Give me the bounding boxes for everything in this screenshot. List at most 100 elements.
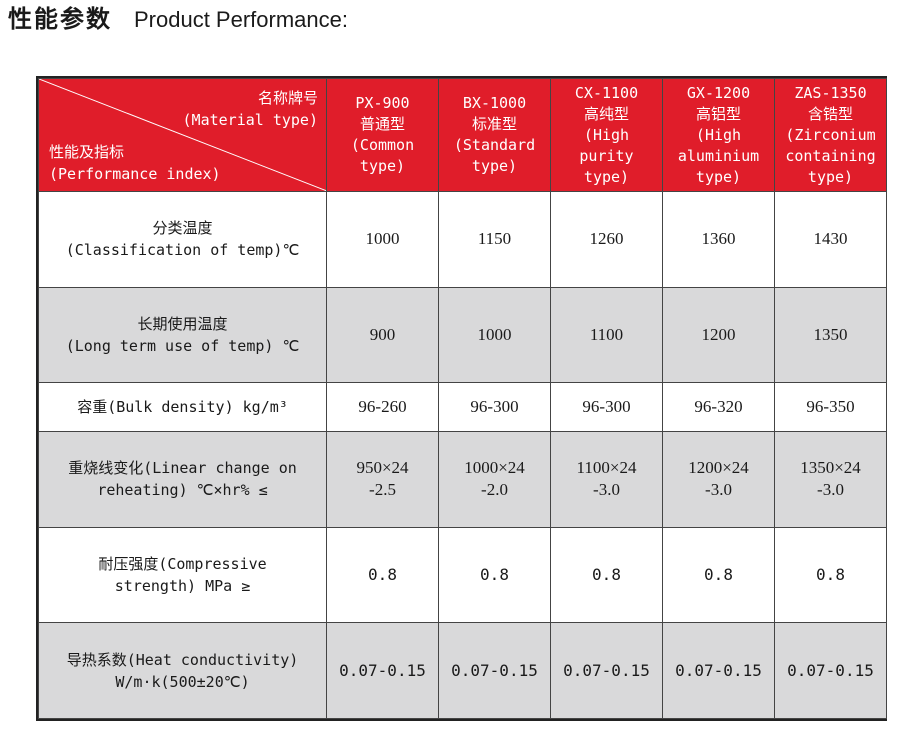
corner-header-cell: 名称牌号 (Material type) 性能及指标 (Performance … bbox=[38, 78, 327, 192]
value-cell: 1350×24 -3.0 bbox=[774, 431, 887, 528]
value-cell: 900 bbox=[326, 286, 439, 384]
row-label-line: reheating) ℃×hr% ≤ bbox=[97, 481, 268, 500]
column-header-cx-1100: CX-1100 高纯型 (High purity type) bbox=[550, 78, 663, 192]
value-text: 0.8 bbox=[704, 565, 733, 585]
value-text: -3.0 bbox=[817, 480, 844, 500]
column-header-line: type) bbox=[359, 157, 406, 175]
value-text: 96-300 bbox=[582, 397, 631, 417]
value-cell: 0.07-0.15 bbox=[326, 622, 439, 719]
value-text: 1100 bbox=[589, 324, 624, 344]
value-cell: 0.8 bbox=[662, 526, 775, 624]
value-text: 1430 bbox=[813, 229, 848, 249]
table-row-bulk-density: 容重(Bulk density) kg/m³ 96-260 96-300 96-300… bbox=[38, 382, 887, 433]
value-text: 0.8 bbox=[816, 565, 845, 585]
column-header-zas-1350: ZAS-1350 含锆型 (Zirconium containing type) bbox=[774, 78, 887, 192]
value-text: 1000×24 bbox=[464, 458, 525, 478]
value-text: 0.07-0.15 bbox=[675, 660, 762, 680]
page-title-en: Product Performance: bbox=[134, 7, 348, 32]
performance-table: 名称牌号 (Material type) 性能及指标 (Performance … bbox=[36, 76, 887, 721]
column-header-line: CX-1100 bbox=[574, 83, 639, 102]
column-header-line: type) bbox=[695, 167, 742, 186]
column-header-gx-1200: GX-1200 高铝型 (High aluminium type) bbox=[662, 78, 775, 192]
value-text: 0.8 bbox=[368, 565, 397, 585]
row-label-line: 耐压强度(Compressive bbox=[98, 555, 267, 574]
row-label-line: 长期使用温度 bbox=[137, 314, 228, 333]
page-title: 性能参数 Product Performance: bbox=[8, 4, 348, 35]
value-cell: 1430 bbox=[774, 191, 887, 288]
value-text: 0.07-0.15 bbox=[339, 660, 426, 680]
corner-top-line: (Material type) bbox=[182, 111, 318, 129]
value-text: 96-350 bbox=[806, 397, 855, 417]
value-text: 96-260 bbox=[358, 397, 407, 417]
value-cell: 0.8 bbox=[774, 526, 887, 624]
row-label-line: 分类温度 bbox=[152, 219, 213, 238]
column-header-line: type) bbox=[471, 157, 518, 175]
column-header-line: 高纯型 bbox=[583, 104, 629, 123]
value-cell: 96-260 bbox=[326, 382, 439, 433]
value-cell: 0.07-0.15 bbox=[550, 622, 663, 719]
value-text: 0.07-0.15 bbox=[787, 660, 874, 680]
row-label: 导热系数(Heat conductivity) W/m·k(500±20℃) bbox=[38, 622, 327, 719]
diagonal-divider bbox=[39, 79, 326, 191]
value-cell: 96-300 bbox=[438, 382, 551, 433]
value-text: 1200 bbox=[701, 324, 736, 344]
row-label: 长期使用温度 (Long term use of temp) ℃ bbox=[38, 286, 327, 384]
table-row-compressive-strength: 耐压强度(Compressive strength) MPa ≥ 0.8 0.8 0.8… bbox=[38, 526, 887, 624]
value-text: 950×24 bbox=[356, 458, 409, 478]
value-cell: 1000 bbox=[438, 286, 551, 384]
row-label-line: (Long term use of temp) ℃ bbox=[65, 336, 300, 355]
corner-performance-index-label: 性能及指标 (Performance index) bbox=[49, 141, 221, 185]
column-header-line: ZAS-1350 bbox=[794, 83, 867, 102]
column-header-line: 普通型 bbox=[359, 115, 405, 133]
value-cell: 1360 bbox=[662, 191, 775, 288]
column-header-line: GX-1200 bbox=[686, 83, 751, 102]
value-text: 0.8 bbox=[592, 565, 621, 585]
corner-material-type-label: 名称牌号 (Material type) bbox=[183, 87, 318, 131]
value-cell: 96-350 bbox=[774, 382, 887, 433]
value-cell: 0.8 bbox=[326, 526, 439, 624]
value-cell: 0.8 bbox=[550, 526, 663, 624]
value-text: 1200×24 bbox=[688, 458, 749, 478]
column-header-px-900: PX-900 普通型 (Common type) bbox=[326, 78, 439, 192]
value-text: -3.0 bbox=[593, 480, 620, 500]
column-header-line: type) bbox=[807, 167, 854, 186]
column-header-line: (Common bbox=[350, 136, 415, 154]
value-cell: 0.07-0.15 bbox=[662, 622, 775, 719]
corner-top-line: 名称牌号 bbox=[257, 89, 318, 107]
value-cell: 0.8 bbox=[438, 526, 551, 624]
value-cell: 96-300 bbox=[550, 382, 663, 433]
value-text: 0.8 bbox=[480, 565, 509, 585]
column-header-bx-1000: BX-1000 标准型 (Standard type) bbox=[438, 78, 551, 192]
column-header-line: BX-1000 bbox=[462, 94, 527, 112]
row-label-line: 容重(Bulk density) kg/m³ bbox=[77, 398, 288, 417]
value-text: 0.07-0.15 bbox=[563, 660, 650, 680]
value-cell: 1350 bbox=[774, 286, 887, 384]
page-title-zh: 性能参数 bbox=[8, 5, 112, 33]
row-label-line: (Classification of temp)℃ bbox=[65, 241, 300, 260]
value-text: 1260 bbox=[589, 229, 624, 249]
value-text: 1000 bbox=[477, 324, 512, 344]
value-text: 1150 bbox=[477, 229, 512, 249]
column-header-line: (Zirconium bbox=[785, 125, 876, 144]
column-header-line: type) bbox=[583, 167, 630, 186]
column-header-line: containing bbox=[785, 146, 876, 165]
row-label: 耐压强度(Compressive strength) MPa ≥ bbox=[38, 526, 327, 624]
value-cell: 1150 bbox=[438, 191, 551, 288]
value-text: -2.5 bbox=[369, 480, 396, 500]
value-cell: 0.07-0.15 bbox=[774, 622, 887, 719]
value-text: 900 bbox=[369, 324, 396, 344]
row-label: 重烧线变化(Linear change on reheating) ℃×hr% ≤ bbox=[38, 431, 327, 528]
value-cell: 1100×24 -3.0 bbox=[550, 431, 663, 528]
column-header-line: 含锆型 bbox=[807, 104, 853, 123]
value-text: 1350×24 bbox=[800, 458, 861, 478]
value-text: 1350 bbox=[813, 324, 848, 344]
table-row-classification-temp: 分类温度 (Classification of temp)℃ 1000 1150 126… bbox=[38, 191, 887, 288]
table-row-long-term-use-temp: 长期使用温度 (Long term use of temp) ℃ 900 1000 11… bbox=[38, 286, 887, 384]
value-cell: 1000 bbox=[326, 191, 439, 288]
row-label-line: strength) MPa ≥ bbox=[114, 577, 251, 596]
header-row: 名称牌号 (Material type) 性能及指标 (Performance … bbox=[38, 78, 887, 192]
row-label-line: 导热系数(Heat conductivity) bbox=[66, 650, 299, 669]
column-header-line: 标准型 bbox=[471, 115, 517, 133]
value-text: 1100×24 bbox=[576, 458, 637, 478]
value-cell: 1000×24 -2.0 bbox=[438, 431, 551, 528]
